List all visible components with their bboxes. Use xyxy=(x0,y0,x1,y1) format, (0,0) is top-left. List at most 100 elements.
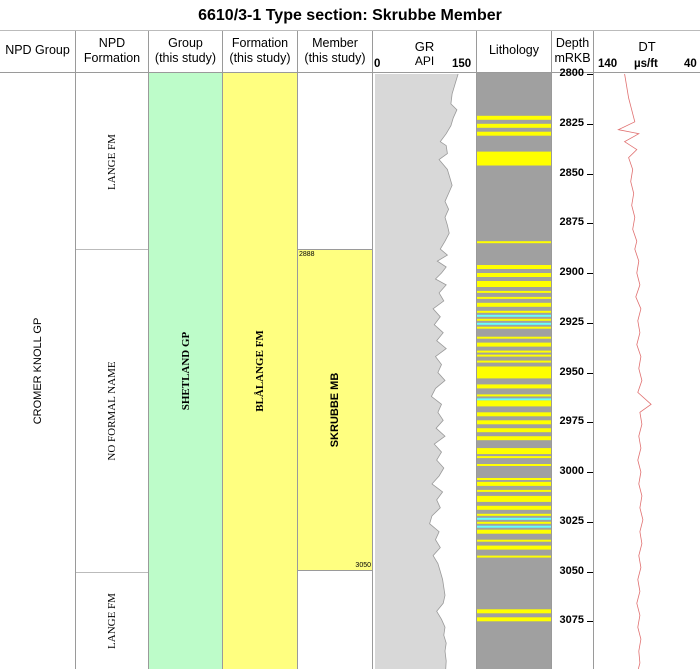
depth-tick-label: 2875 xyxy=(559,216,584,229)
lithology-bed-sand xyxy=(477,366,551,379)
gr-unit-label: API xyxy=(414,54,435,68)
npd-formation-column: LANGE FM NO FORMAL NAME LANGE FM xyxy=(76,73,149,669)
lithology-bed-sand xyxy=(477,513,551,516)
dt-unit-label: µs/ft xyxy=(634,58,658,70)
member-base-label: 3050 xyxy=(355,562,371,570)
lithology-bed-sand xyxy=(477,241,551,244)
dt-track xyxy=(594,73,700,669)
npd-formation-interval: LANGE FM xyxy=(76,74,148,249)
member-header-label: Member (this study) xyxy=(304,36,366,65)
chart-title: 6610/3-1 Type section: Skrubbe Member xyxy=(0,0,700,31)
lithology-bed-carbonate xyxy=(477,517,551,520)
npd-formation-label: NO FORMAL NAME xyxy=(106,361,118,461)
depth-tick-label: 2975 xyxy=(559,415,584,428)
lithology-bed-sand xyxy=(477,521,551,524)
gr-curve-plot xyxy=(375,73,459,669)
depth-tick-label: 3025 xyxy=(559,514,584,527)
header-dt: DT xyxy=(594,31,700,73)
depth-tick-label: 3000 xyxy=(559,465,584,477)
gr-max-label: 150 xyxy=(452,58,472,70)
lithology-bed-sand xyxy=(477,448,551,455)
npd-formation-interval: LANGE FM xyxy=(76,571,148,669)
lithology-bed-sand xyxy=(477,310,551,313)
member-column: 2888 SKRUBBE MB 3050 xyxy=(298,73,373,669)
lithology-bed-sand xyxy=(477,360,551,363)
header-npd-formation: NPD Formation xyxy=(76,31,149,73)
lithology-bed-sand xyxy=(477,281,551,287)
lithology-bed-carbonate xyxy=(477,314,551,317)
lithology-bed-sand xyxy=(477,296,551,299)
depth-tick-mark xyxy=(587,322,593,324)
header-formation: Formation (this study) xyxy=(223,31,298,73)
depth-tick-mark xyxy=(587,173,593,175)
group-column: SHETLAND GP xyxy=(149,73,223,669)
lithology-track xyxy=(477,73,552,669)
lithology-bed-sand xyxy=(477,456,551,459)
header-gr: GR API xyxy=(373,31,477,73)
depth-tick-label: 3050 xyxy=(559,564,584,577)
npd-group-header-label: NPD Group xyxy=(5,43,70,57)
lithology-bed-sand xyxy=(477,290,551,293)
npd-group-column: CROMER KNOLL GP xyxy=(0,73,76,669)
depth-track: 2800 2825 2850 2875 2900 2925 2950 2975 3000 3025… xyxy=(552,67,594,669)
dt-min-label: 140 xyxy=(598,58,618,70)
header-member: Member (this study) xyxy=(298,31,373,73)
lithology-bed-sand xyxy=(477,505,551,510)
lithology-bed-sand xyxy=(477,478,551,480)
dt-curve-line xyxy=(617,73,652,669)
lithology-bed-sand xyxy=(477,428,551,433)
depth-tick-label: 2925 xyxy=(559,315,584,328)
lithology-bed-sand xyxy=(477,420,551,425)
lithology-bed-sand xyxy=(477,115,551,120)
dt-header-label: DT xyxy=(638,39,656,54)
gr-header-label: GR xyxy=(414,39,435,54)
lithology-bed-sand xyxy=(477,302,551,307)
lithology-bed-sand xyxy=(477,318,551,321)
dt-max-label: 40 xyxy=(684,58,697,70)
formation-column: BLÅLANGE FM xyxy=(223,73,298,669)
lithology-bed-sand xyxy=(477,617,551,622)
lithology-bed-sand xyxy=(477,555,551,558)
gr-fill-area xyxy=(375,74,459,669)
depth-tick-label: 3075 xyxy=(559,614,584,627)
depth-tick-label: 2900 xyxy=(559,266,584,278)
header-lithology: Lithology xyxy=(477,31,552,73)
header-npd-group: NPD Group xyxy=(0,31,76,73)
depth-tick-mark xyxy=(587,472,593,473)
lithology-bed-sand xyxy=(477,273,551,277)
lithology-bed-sand xyxy=(477,495,551,502)
npd-formation-label: LANGE FM xyxy=(106,593,118,650)
lithology-bed-sand xyxy=(477,354,551,357)
lithology-bed-sand xyxy=(477,529,551,534)
depth-tick-mark xyxy=(587,621,593,623)
depth-tick-mark xyxy=(587,422,593,424)
depth-tick-label: 2950 xyxy=(559,365,584,378)
lithology-bed-sand xyxy=(477,481,551,486)
lithology-column-plot xyxy=(477,73,551,669)
lithology-bed-carbonate xyxy=(477,398,551,401)
group-label: SHETLAND GP xyxy=(180,331,192,411)
lithology-header-label: Lithology xyxy=(488,43,540,57)
lithology-bed-sand xyxy=(477,609,551,614)
depth-tick-mark xyxy=(587,223,593,225)
lithology-bed-sand xyxy=(477,350,551,353)
npd-formation-label: LANGE FM xyxy=(106,133,118,190)
header-group: Group (this study) xyxy=(149,31,223,73)
lithology-bed-sand xyxy=(477,336,551,339)
lithology-bed-sand xyxy=(477,123,551,128)
depth-tick-mark xyxy=(587,74,593,75)
depth-tick-mark xyxy=(587,123,593,125)
npd-group-label: CROMER KNOLL GP xyxy=(32,317,44,425)
member-interval: 2888 SKRUBBE MB 3050 xyxy=(298,249,372,572)
lithology-bed-sand xyxy=(477,151,551,166)
lithology-bed-sand xyxy=(477,539,551,542)
lithology-bed-carbonate xyxy=(477,525,551,528)
lithology-bed-sand xyxy=(477,265,551,269)
depth-tick-label: 2800 xyxy=(559,67,584,79)
depth-tick-label: 2825 xyxy=(559,116,584,129)
gr-min-label: 0 xyxy=(374,58,381,70)
depth-tick-mark xyxy=(587,372,593,374)
formation-header-label: Formation (this study) xyxy=(229,36,291,65)
lithology-bed-sand xyxy=(477,326,551,329)
gr-track xyxy=(373,73,477,669)
